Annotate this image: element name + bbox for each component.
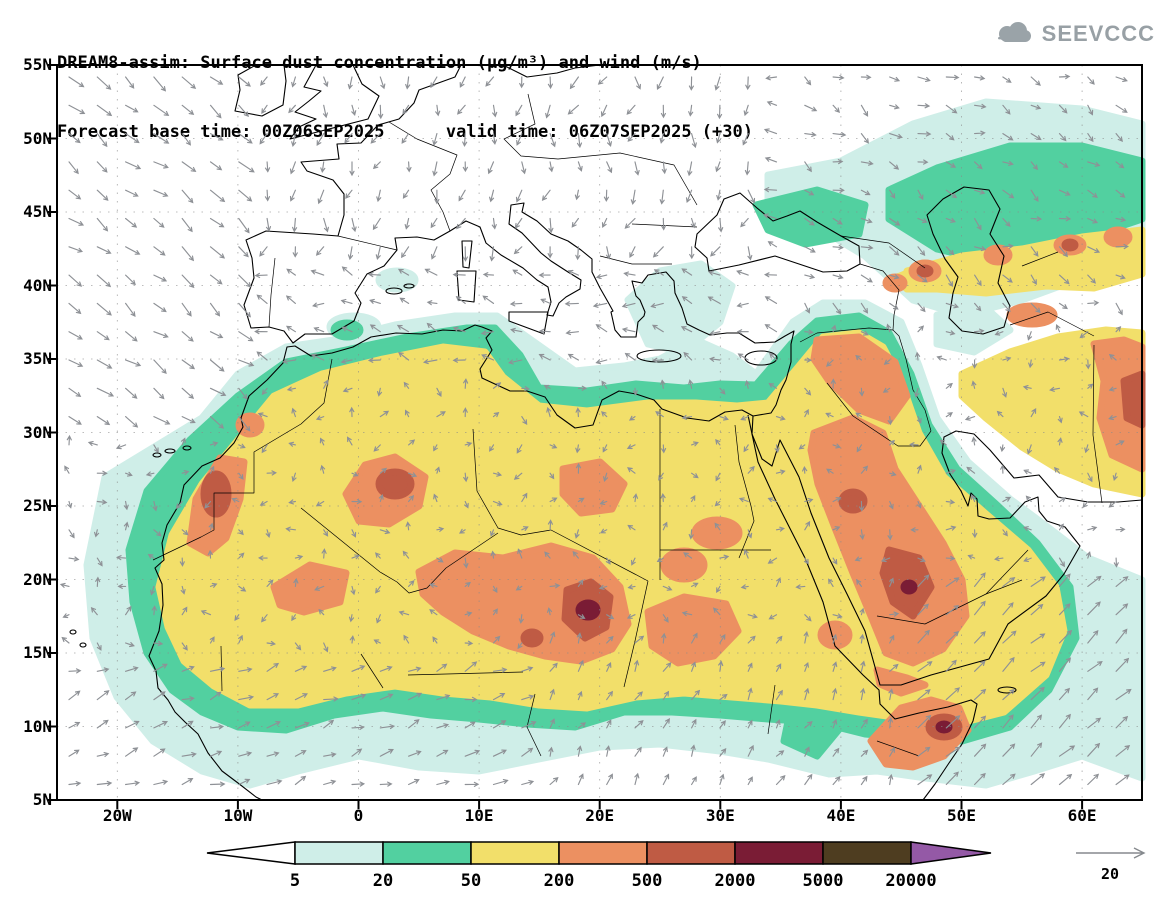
chart-title: DREAM8-assim: Surface dust concentration… bbox=[57, 53, 702, 73]
graticule-dotted-grid bbox=[57, 65, 1142, 801]
lat-tick-label: 20N bbox=[23, 569, 52, 589]
lon-tick-label: 20W bbox=[102, 806, 132, 825]
wind-reference-arrow bbox=[1076, 847, 1146, 859]
cloud-icon bbox=[997, 22, 1031, 42]
lon-tick-label: 30E bbox=[705, 806, 735, 825]
lat-tick-label: 55N bbox=[23, 55, 52, 74]
lon-tick-label: 50E bbox=[947, 806, 976, 825]
colorbar-level-label: 50 bbox=[461, 871, 481, 891]
lat-tick-label: 30N bbox=[23, 422, 52, 442]
colorbar-segment bbox=[558, 841, 648, 865]
colorbar-above-arrow bbox=[910, 841, 992, 865]
wind-vectors bbox=[59, 74, 1132, 787]
lon-tick-label: 0 bbox=[353, 806, 364, 825]
lat-tick-label: 50N bbox=[23, 128, 52, 148]
colorbar-level-label: 5000 bbox=[803, 871, 844, 891]
lat-tick-label: 45N bbox=[23, 202, 52, 221]
logo-text: SEEVCCC bbox=[1041, 21, 1155, 46]
lat-tick-label: 25N bbox=[23, 496, 52, 515]
colorbar-level-label: 20 bbox=[373, 871, 393, 891]
colorbar-svg: 5 20 50 200 500 2000 5000 20000 bbox=[206, 841, 992, 891]
lat-tick-label: 35N bbox=[23, 349, 52, 368]
coastlines bbox=[69, 64, 1143, 801]
country-borders bbox=[152, 93, 1103, 757]
lon-tick-label: 60E bbox=[1067, 806, 1097, 825]
colorbar-segment bbox=[822, 841, 912, 865]
seevccc-logo: SEEVCCC bbox=[992, 20, 1155, 48]
colorbar-segment bbox=[294, 841, 384, 865]
colorbar-segment bbox=[470, 841, 560, 865]
colorbar-level-label: 20000 bbox=[885, 871, 936, 891]
lon-tick-label: 10E bbox=[464, 806, 494, 825]
colorbar: 5 20 50 200 500 2000 5000 20000 bbox=[203, 841, 1003, 897]
lat-tick-label: 40N bbox=[23, 275, 52, 295]
colorbar-segment bbox=[734, 841, 824, 865]
lon-tick-label: 40E bbox=[826, 806, 856, 825]
colorbar-level-label: 2000 bbox=[715, 871, 756, 891]
axis-ticks bbox=[48, 64, 1084, 809]
lat-tick-label: 15N bbox=[23, 643, 52, 662]
map-canvas bbox=[48, 64, 1146, 809]
colorbar-level-label: 5 bbox=[290, 871, 300, 891]
wind-reference: 20 bbox=[1068, 843, 1158, 893]
colorbar-segment bbox=[382, 841, 472, 865]
lon-tick-label: 20E bbox=[585, 806, 615, 825]
map-area bbox=[48, 64, 1146, 809]
colorbar-segment bbox=[646, 841, 736, 865]
colorbar-below-arrow bbox=[206, 841, 296, 865]
lat-tick-label: 5N bbox=[32, 790, 52, 809]
colorbar-level-label: 200 bbox=[544, 871, 575, 891]
colorbar-level-label: 500 bbox=[632, 871, 663, 891]
lon-tick-label: 10W bbox=[223, 806, 253, 825]
wind-reference-label: 20 bbox=[1100, 865, 1120, 883]
lat-tick-label: 10N bbox=[23, 716, 52, 736]
